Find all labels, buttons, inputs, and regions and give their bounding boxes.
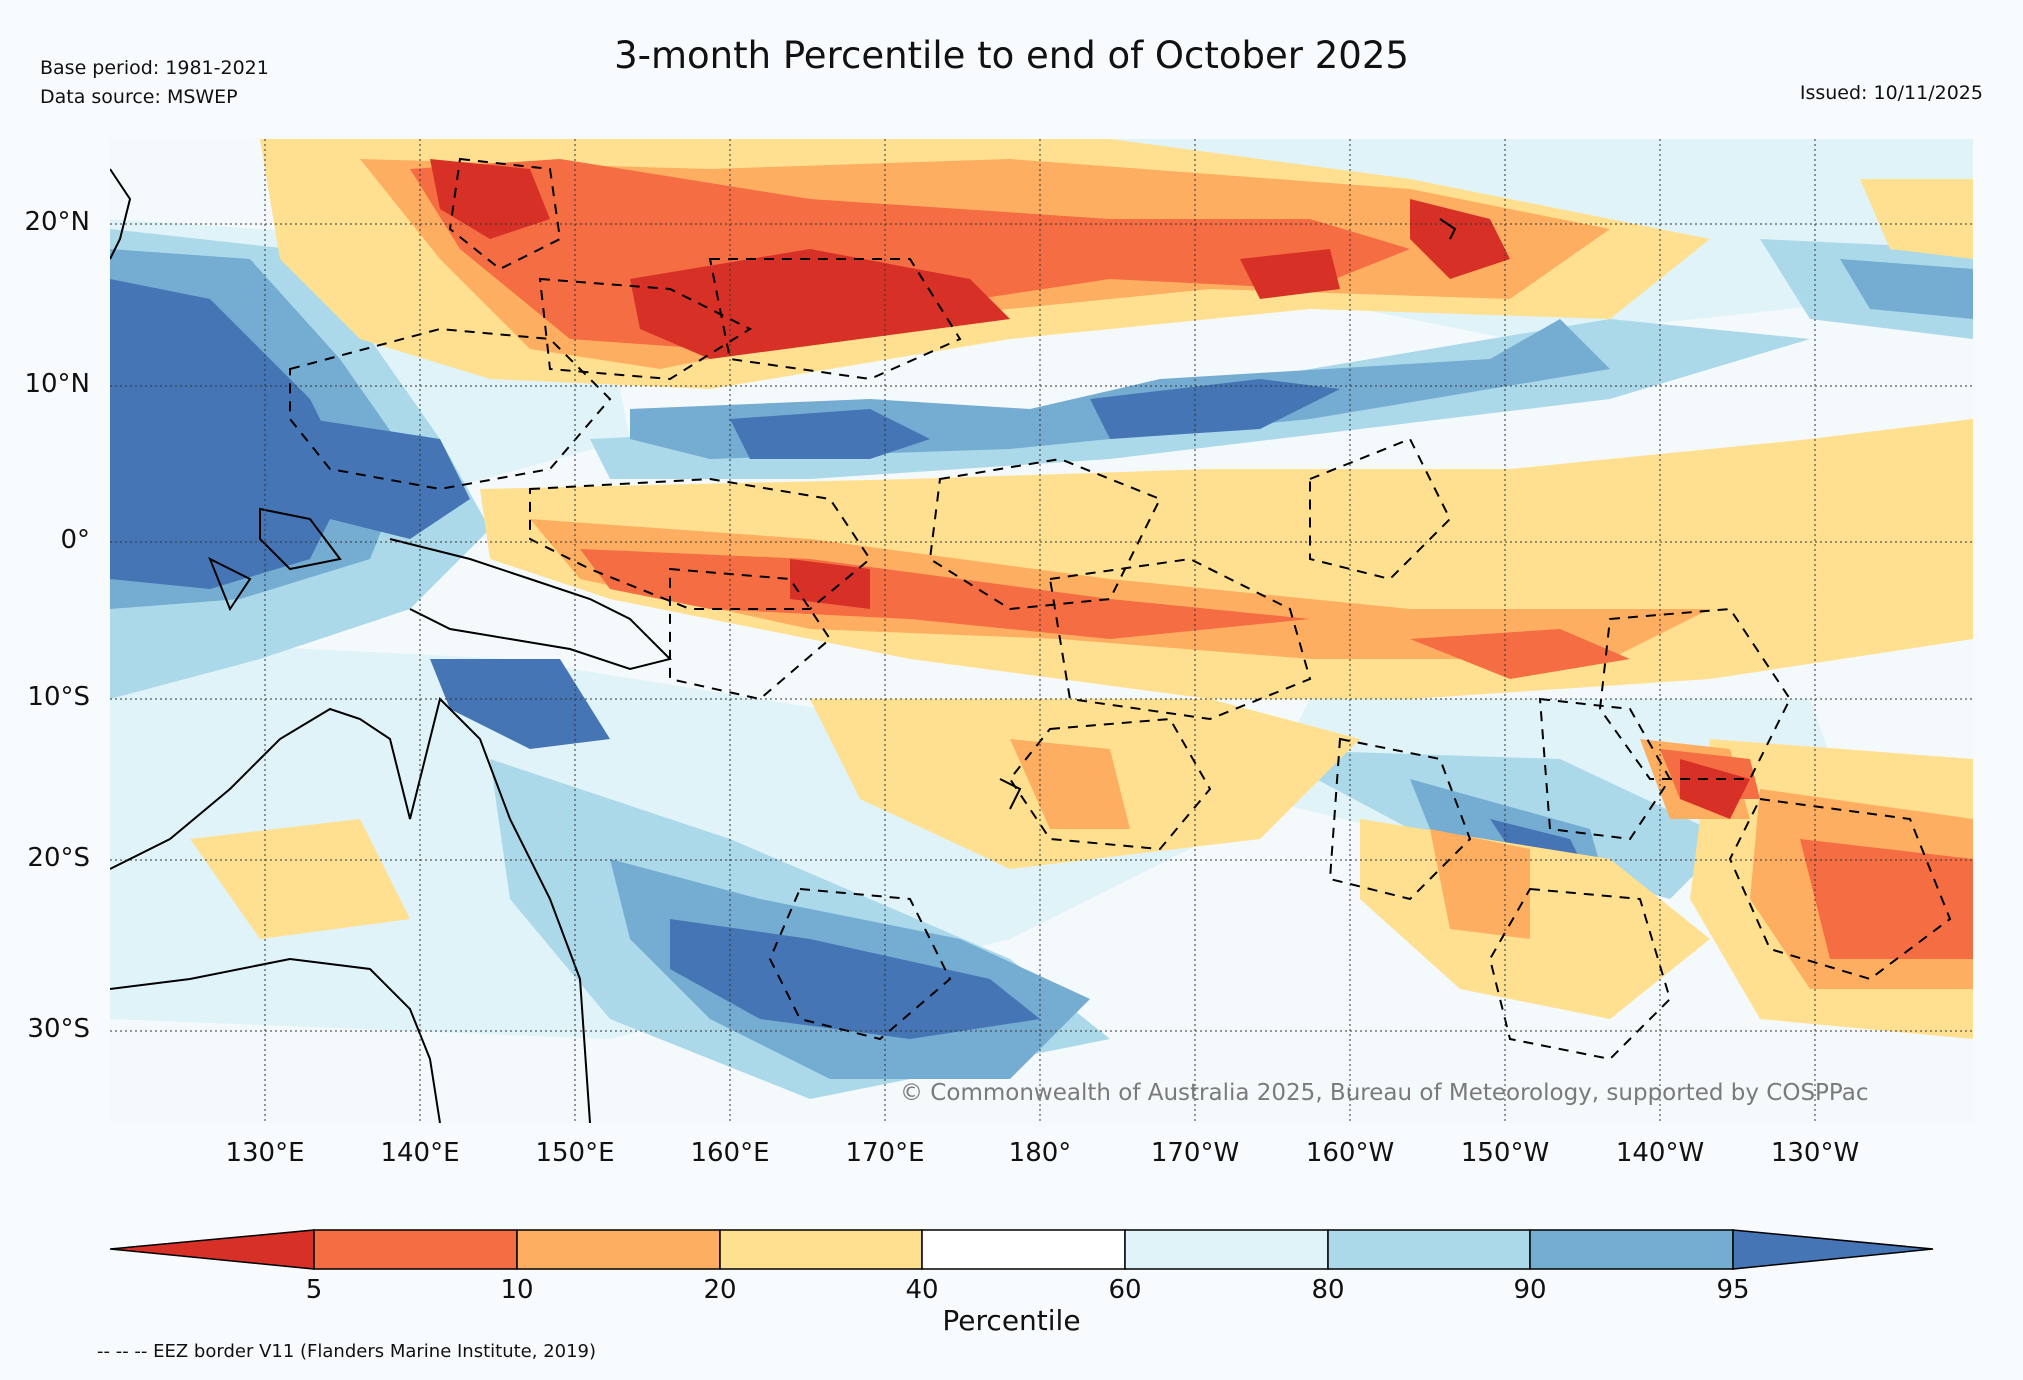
colorbar-segment-60-80: [1124, 1229, 1329, 1270]
dark-blue-regions: [110, 279, 1590, 1039]
issued-date: Issued: 10/11/2025: [1799, 82, 1983, 104]
lon-label-160w: 160°W: [1305, 1138, 1395, 1168]
lon-label-170e: 170°E: [845, 1138, 925, 1168]
lon-label-150e: 150°E: [535, 1138, 615, 1168]
colorbar-tick-10: 10: [500, 1275, 534, 1305]
lat-label-20s: 20°S: [27, 843, 90, 873]
lon-label-150w: 150°W: [1460, 1138, 1550, 1168]
lat-label-20n: 20°N: [24, 207, 90, 237]
map-canvas: [110, 139, 1973, 1123]
percentile-colorbar: [110, 1229, 1934, 1270]
lat-label-0: 0°: [60, 525, 90, 555]
map-title: 3-month Percentile to end of October 202…: [614, 34, 1409, 77]
percentile-map: [110, 139, 1973, 1123]
lon-label-170w: 170°W: [1150, 1138, 1240, 1168]
lon-label-140w: 140°W: [1615, 1138, 1705, 1168]
lon-label-180: 180°: [1008, 1138, 1072, 1168]
lon-label-130e: 130°E: [225, 1138, 305, 1168]
colorbar-segment-90-95: [1529, 1229, 1734, 1270]
colorbar-segment-10-20: [516, 1229, 721, 1270]
eez-borders: [289, 157, 1952, 1061]
colorbar-segment-above-95: [1732, 1229, 1934, 1270]
colorbar-tick-20: 20: [703, 1275, 737, 1305]
colorbar-segment-80-90: [1327, 1229, 1531, 1270]
base-period-text: Base period: 1981-2021: [40, 57, 269, 79]
copyright-notice: © Commonwealth of Australia 2025, Bureau…: [900, 1080, 1869, 1106]
graticule: [110, 139, 1973, 1123]
colorbar-tick-5: 5: [305, 1275, 323, 1305]
lon-label-140e: 140°E: [380, 1138, 460, 1168]
colorbar-tick-90: 90: [1513, 1275, 1547, 1305]
colorbar-segment-below-5: [110, 1229, 315, 1270]
lon-label-130w: 130°W: [1770, 1138, 1860, 1168]
colorbar-tick-80: 80: [1311, 1275, 1345, 1305]
colorbar-tick-40: 40: [905, 1275, 939, 1305]
lon-label-160e: 160°E: [690, 1138, 770, 1168]
data-source-text: Data source: MSWEP: [40, 86, 238, 108]
colorbar-segment-20-40: [719, 1229, 923, 1270]
eez-footnote: -- -- -- EEZ border V11 (Flanders Marine…: [97, 1341, 597, 1362]
coastlines: [110, 168, 1457, 1123]
colorbar-tick-60: 60: [1108, 1275, 1142, 1305]
colorbar-segment-40-60: [921, 1229, 1126, 1270]
colorbar-label: Percentile: [942, 1304, 1081, 1337]
lat-label-10n: 10°N: [24, 369, 90, 399]
colorbar-tick-95: 95: [1716, 1275, 1750, 1305]
lat-label-30s: 30°S: [27, 1014, 90, 1044]
lat-label-10s: 10°S: [27, 682, 90, 712]
colorbar-segment-5-10: [313, 1229, 518, 1270]
